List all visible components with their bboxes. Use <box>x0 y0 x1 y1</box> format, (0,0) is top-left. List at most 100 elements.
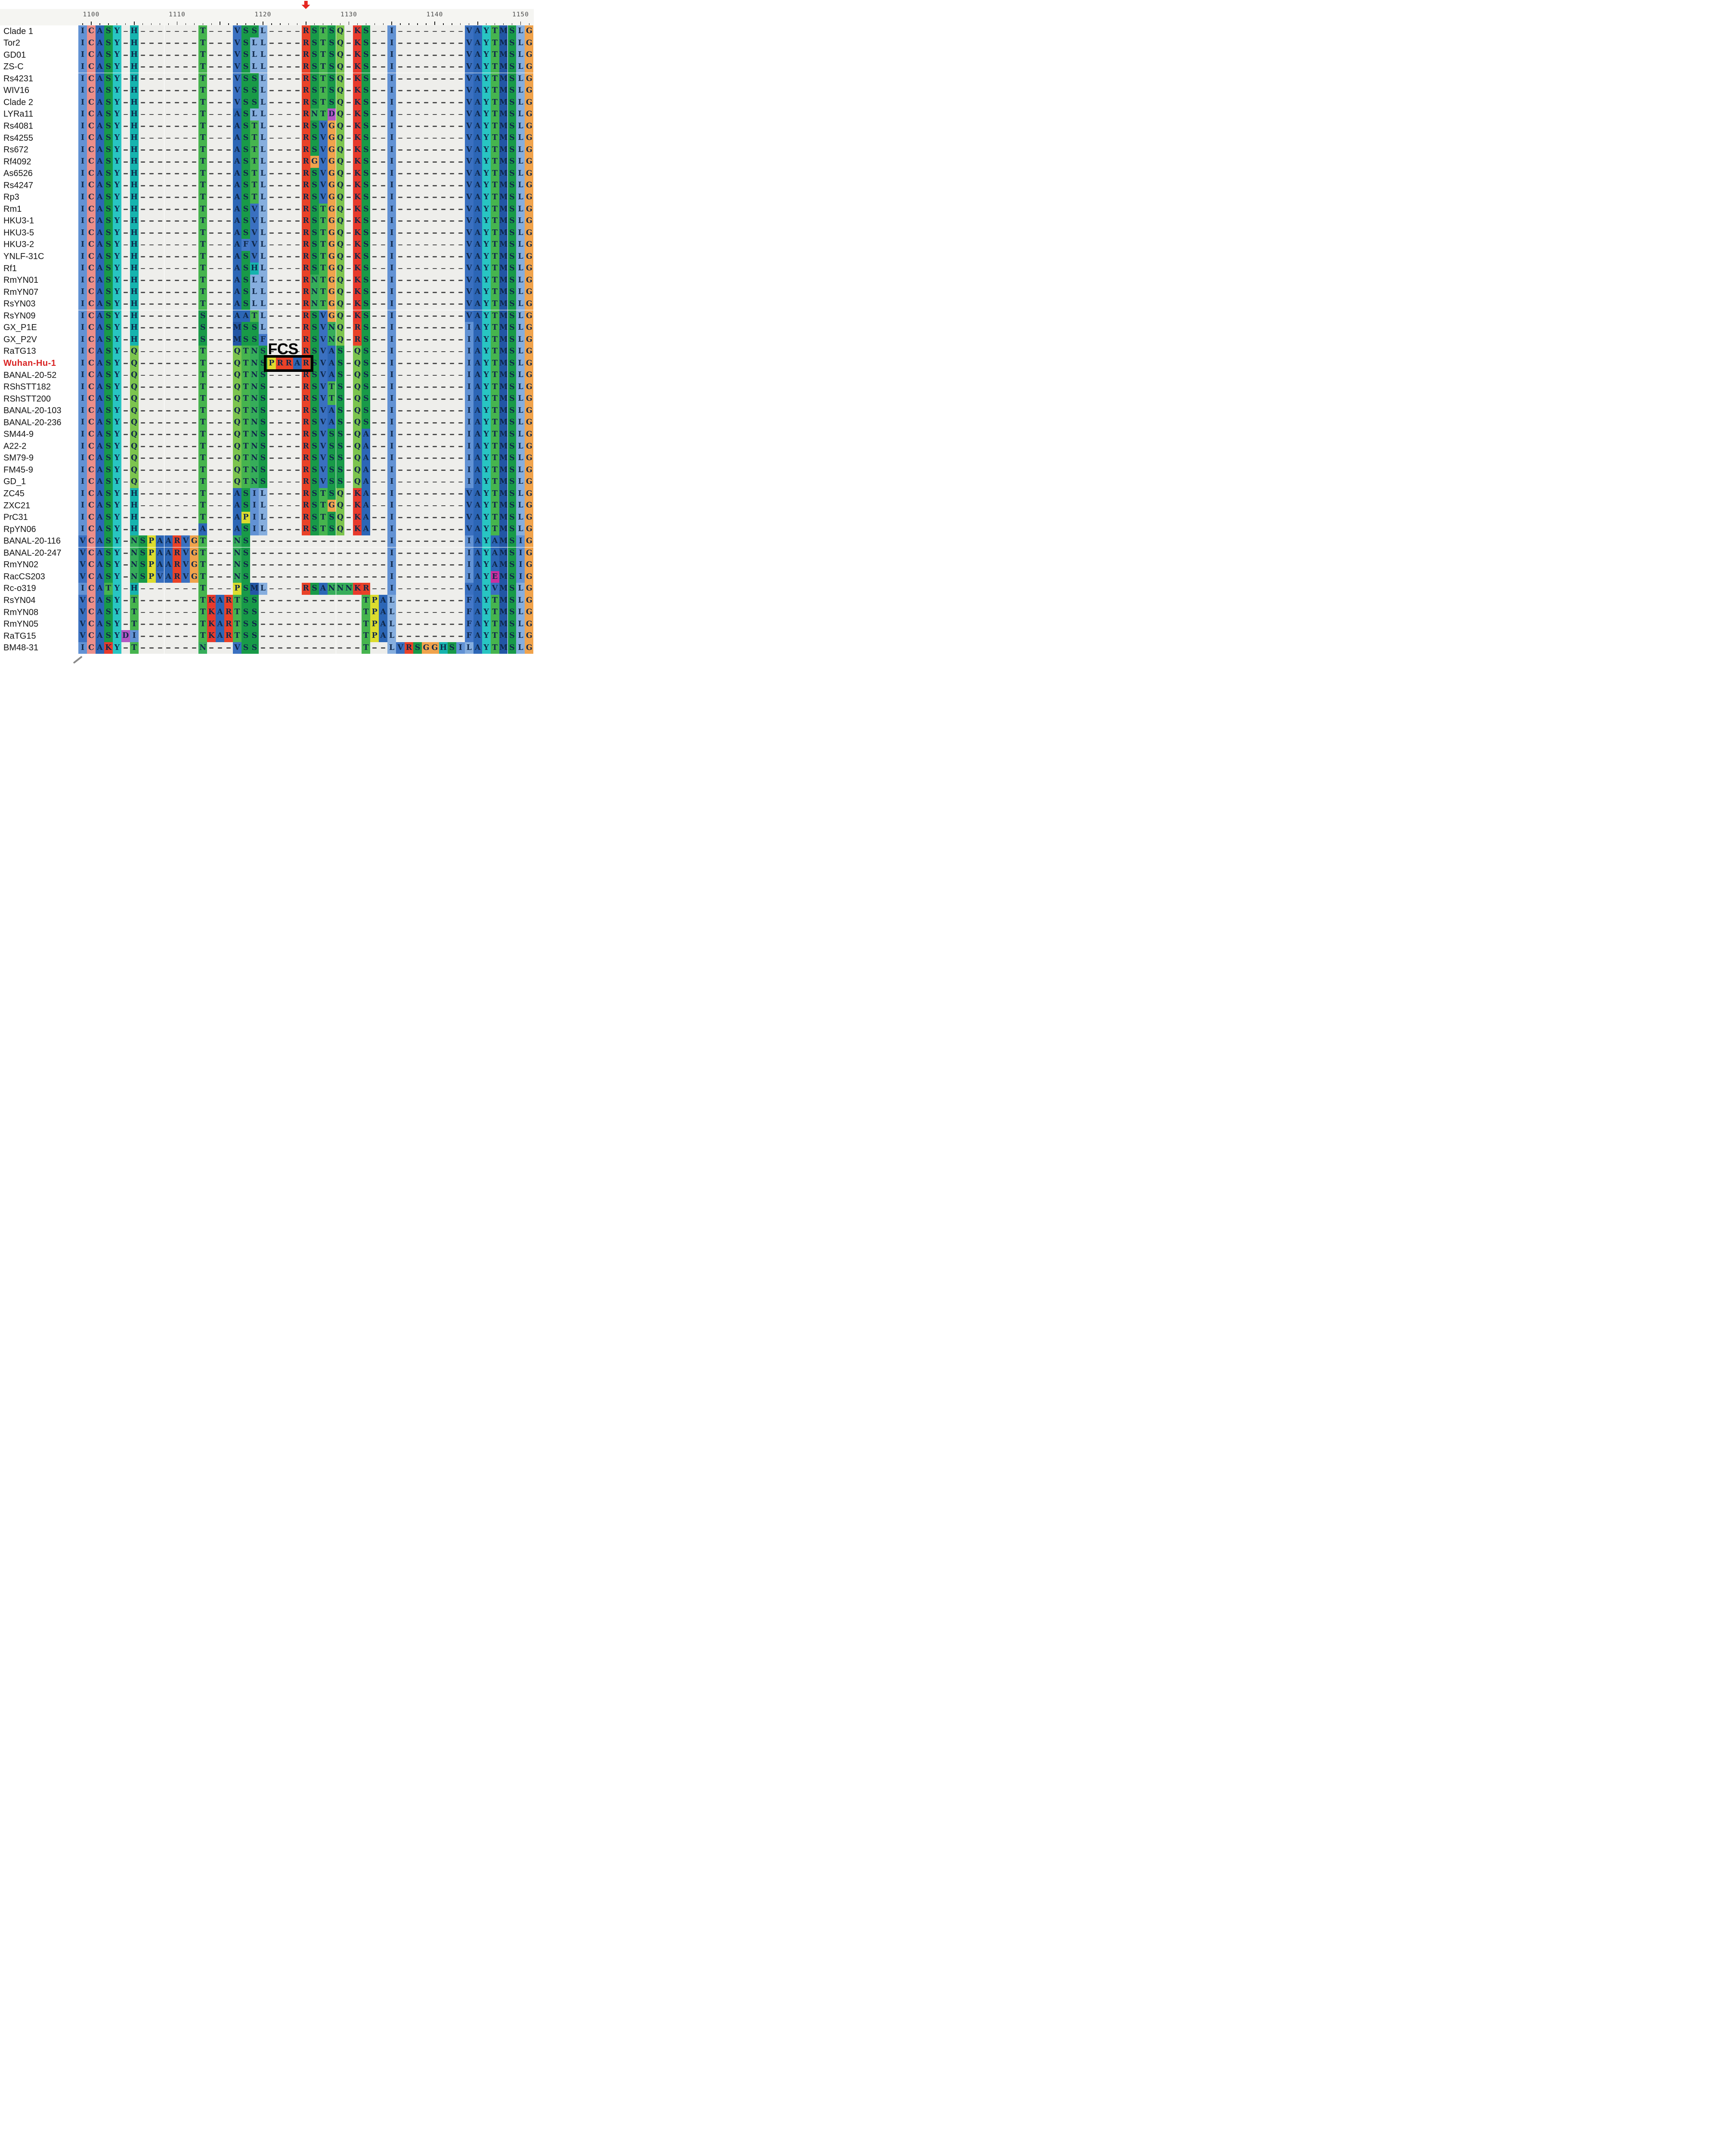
gap-dash <box>123 43 128 44</box>
sequence-row: RsYN04 V C A S Y T T K A R T S S T P A L F A Y T M S L G <box>0 594 534 607</box>
residue-cell: L <box>258 298 267 310</box>
minor-tick <box>383 23 384 25</box>
gap-dash <box>286 197 291 198</box>
gap-cell <box>447 108 456 121</box>
gap-dash <box>398 576 403 578</box>
gap-dash <box>372 552 377 554</box>
gap-dash <box>295 635 300 637</box>
gap-dash <box>158 291 162 293</box>
gap-dash <box>398 126 403 127</box>
residue-cell: H <box>130 227 139 239</box>
gap-dash <box>441 493 446 495</box>
residue-cell: M <box>499 227 508 239</box>
residue-cell: A <box>473 405 482 417</box>
residue-cell: R <box>301 417 310 429</box>
residue-cell: A <box>95 547 104 560</box>
residue-cell: S <box>310 310 319 322</box>
residue-cell: V <box>464 500 473 512</box>
residue-cell: G <box>327 192 336 204</box>
residue-cell: K <box>353 120 362 133</box>
gap-dash <box>278 102 282 103</box>
residue-cell: T <box>241 346 250 358</box>
gap-cell <box>121 559 130 571</box>
residue-cell: R <box>301 120 310 133</box>
gap-cell <box>207 464 216 476</box>
gap-dash <box>278 481 282 483</box>
gap-dash <box>175 78 179 80</box>
residue-cell: L <box>258 73 267 85</box>
gap-cell <box>327 547 336 560</box>
residue-cell: S <box>362 239 371 251</box>
residue-cell: Y <box>112 179 121 192</box>
residue-cell: T <box>198 37 207 49</box>
residue-cell: S <box>507 488 517 500</box>
gap-cell <box>405 440 414 453</box>
residue-cell: A <box>216 594 225 607</box>
gap-dash <box>347 398 351 400</box>
gap-dash <box>209 137 214 139</box>
gap-cell <box>422 393 430 405</box>
gap-cell <box>275 369 285 381</box>
gap-dash <box>398 43 403 44</box>
gap-dash <box>458 185 463 186</box>
gap-cell <box>301 642 310 654</box>
gap-dash <box>183 386 188 388</box>
residue-cell: Y <box>112 286 121 298</box>
residue-cell: T <box>319 49 328 61</box>
residue-cell: S <box>362 144 371 156</box>
gap-dash <box>286 576 291 578</box>
residue-cell: A <box>95 618 104 631</box>
gap-dash <box>441 386 446 388</box>
gap-cell <box>181 511 190 524</box>
gap-cell <box>224 286 233 298</box>
residue-cell: I <box>78 310 87 322</box>
gap-dash <box>441 54 446 56</box>
residue-cell: C <box>87 357 96 370</box>
residue-cell: I <box>78 263 87 275</box>
residue-cell: V <box>250 203 259 216</box>
gap-cell <box>370 310 379 322</box>
gap-dash <box>424 90 428 92</box>
gap-dash <box>183 374 188 376</box>
gap-dash <box>226 173 231 175</box>
gap-cell <box>405 381 414 393</box>
gap-dash <box>432 268 437 269</box>
residue-cell: A <box>95 298 104 310</box>
gap-dash <box>209 564 214 566</box>
gap-cell <box>173 144 182 156</box>
gap-dash <box>226 161 231 163</box>
residue-cell: T <box>319 250 328 263</box>
residue-cell: T <box>198 298 207 310</box>
gap-dash <box>424 114 428 115</box>
gap-cell <box>216 227 225 239</box>
residue-cell: I <box>78 61 87 73</box>
gap-cell <box>164 310 173 322</box>
gap-dash <box>192 363 197 364</box>
residue-cell: N <box>250 405 259 417</box>
residue-cell: S <box>507 120 517 133</box>
gap-dash <box>226 244 231 246</box>
gap-cell <box>447 334 456 346</box>
gap-dash <box>381 398 386 400</box>
gap-dash <box>398 398 403 400</box>
gap-dash <box>372 161 377 163</box>
gap-dash <box>432 149 437 151</box>
gap-dash <box>183 173 188 175</box>
gap-cell <box>422 156 430 168</box>
gap-cell <box>456 393 465 405</box>
gap-dash <box>269 564 274 566</box>
residue-cell: T <box>490 393 499 405</box>
gap-dash <box>295 612 300 613</box>
gap-dash <box>192 244 197 246</box>
sequence-row: Rs4247 I C A S Y H T A S T L R S V G Q K S I V A Y T M S L G <box>0 179 534 192</box>
gap-cell <box>379 523 388 535</box>
gap-dash <box>192 374 197 376</box>
gap-dash <box>432 612 437 613</box>
gap-cell <box>456 357 465 370</box>
residue-cell: S <box>507 167 517 180</box>
gap-cell <box>344 369 353 381</box>
gap-cell <box>121 476 130 488</box>
gap-cell <box>267 393 276 405</box>
gap-dash <box>338 576 343 578</box>
gap-cell <box>190 417 199 429</box>
